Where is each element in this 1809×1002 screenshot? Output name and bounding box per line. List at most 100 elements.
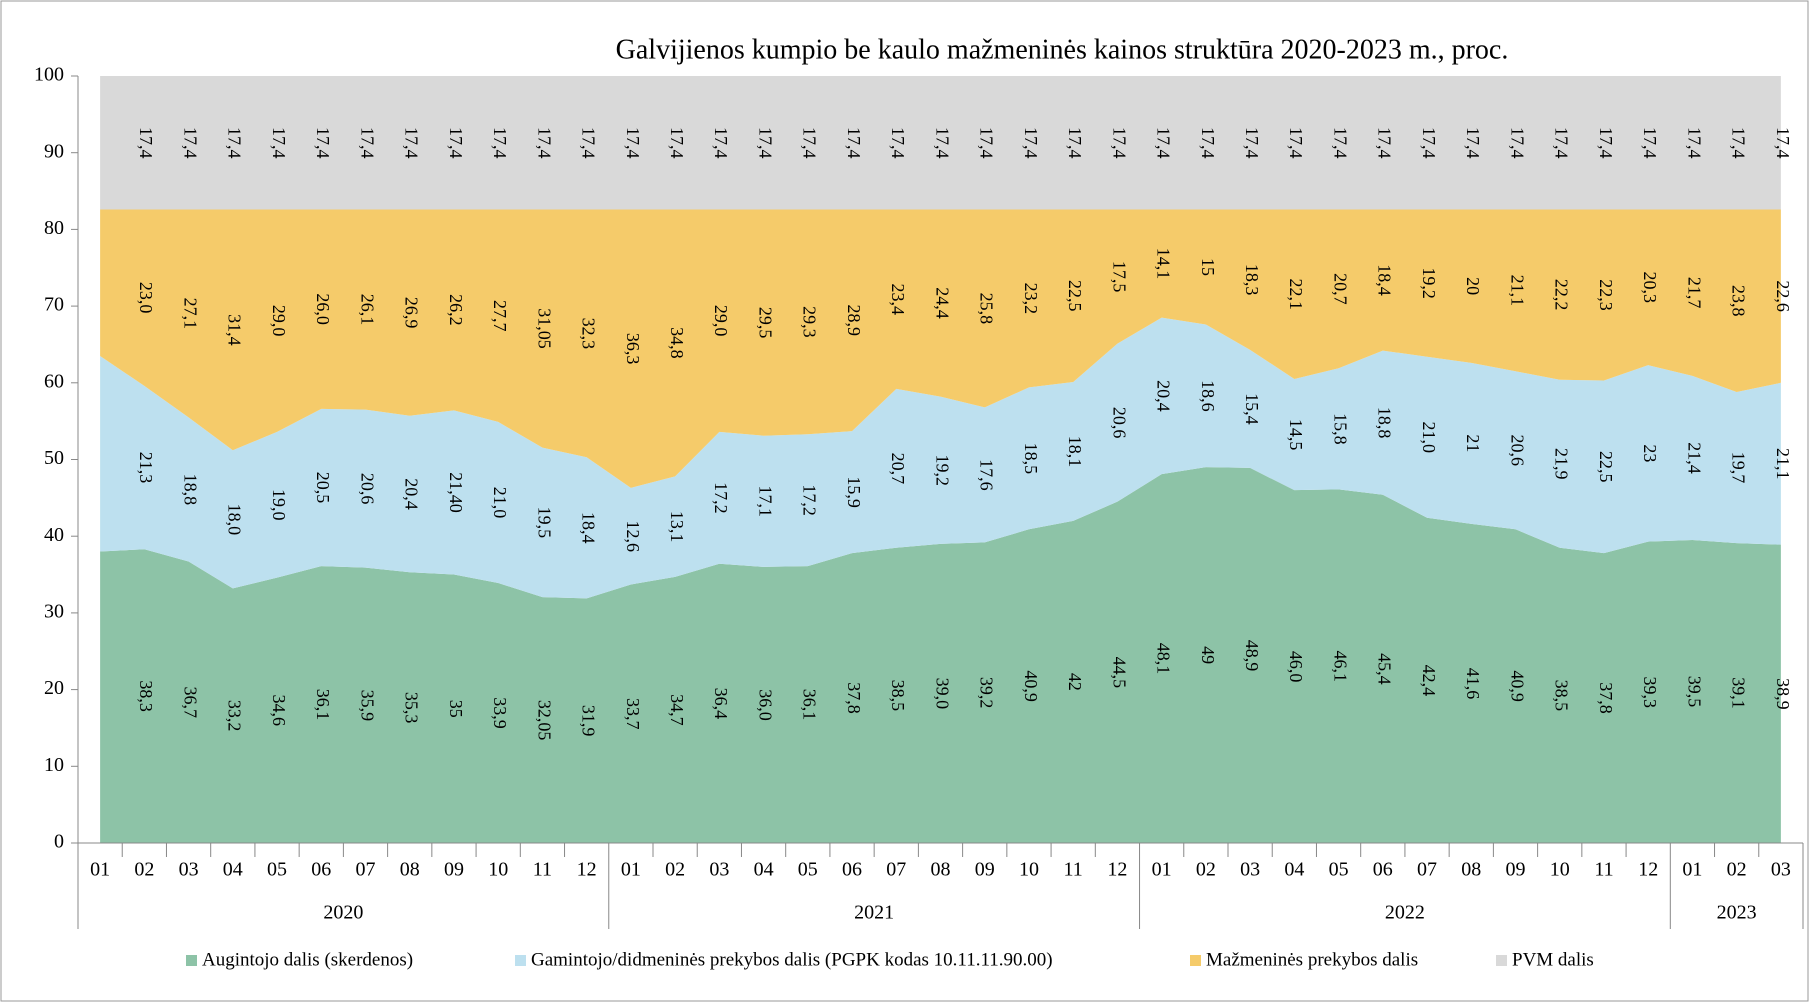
year-label: 2022 (1385, 902, 1425, 924)
value-label: 25,8 (977, 293, 997, 325)
x-tick-label: 04 (754, 859, 774, 881)
x-tick-label: 02 (665, 859, 685, 881)
value-label: 23,4 (888, 283, 908, 315)
value-label: 17,4 (1021, 127, 1041, 159)
value-label: 39,1 (1729, 677, 1749, 709)
value-label: 34,6 (269, 695, 289, 727)
value-label: 20,6 (357, 473, 377, 505)
x-tick-label: 12 (1107, 859, 1127, 881)
value-label: 20,4 (1154, 380, 1174, 412)
value-label: 36,3 (623, 333, 643, 365)
value-label: 17,4 (1773, 127, 1793, 159)
value-label: 17,1 (755, 486, 775, 518)
x-tick-label: 05 (1329, 859, 1349, 881)
value-label: 40,9 (1507, 670, 1527, 702)
value-label: 17,4 (977, 127, 997, 159)
x-tick-label: 07 (1417, 859, 1437, 881)
x-tick-label: 01 (90, 859, 110, 881)
legend-label: Mažmeninės prekybos dalis (1206, 949, 1418, 970)
value-label: 34,8 (667, 327, 687, 359)
legend-label: Gamintojo/didmeninės prekybos dalis (PGP… (531, 949, 1053, 970)
value-label: 27,7 (490, 300, 510, 332)
value-label: 39,5 (1684, 676, 1704, 708)
value-label: 17,4 (1552, 127, 1572, 159)
value-label: 18,6 (1198, 380, 1218, 412)
value-label: 19,2 (932, 454, 952, 486)
value-label: 45,4 (1375, 653, 1395, 685)
value-label: 17,4 (446, 127, 466, 159)
value-label: 17,4 (490, 127, 510, 159)
value-label: 17,4 (357, 127, 377, 159)
value-label: 17,2 (800, 484, 820, 516)
x-tick-label: 02 (134, 859, 154, 881)
value-label: 41,6 (1463, 668, 1483, 700)
value-label: 46,1 (1330, 650, 1350, 682)
value-label: 21,3 (136, 452, 156, 484)
x-tick-label: 02 (1196, 859, 1216, 881)
value-label: 21,0 (1419, 422, 1439, 454)
legend-swatch (515, 955, 526, 966)
value-label: 36,0 (755, 689, 775, 721)
x-tick-label: 11 (533, 859, 552, 881)
x-tick-label: 10 (1550, 859, 1570, 881)
value-label: 17,4 (623, 127, 643, 159)
value-label: 33,9 (490, 697, 510, 729)
value-label: 15 (1198, 258, 1218, 276)
value-label: 32,3 (579, 318, 599, 350)
value-label: 19,5 (534, 507, 554, 539)
value-label: 42,4 (1419, 665, 1439, 697)
x-tick-label: 06 (842, 859, 862, 881)
area (100, 76, 1781, 210)
value-label: 17,4 (1729, 127, 1749, 159)
value-label: 12,6 (623, 520, 643, 552)
value-label: 17,4 (888, 127, 908, 159)
value-label: 17,4 (667, 127, 687, 159)
value-label: 38,9 (1773, 678, 1793, 710)
value-label: 22,5 (1596, 451, 1616, 483)
value-label: 37,8 (844, 682, 864, 714)
x-tick-label: 01 (1682, 859, 1702, 881)
value-label: 40,9 (1021, 670, 1041, 702)
value-label: 23,2 (1021, 283, 1041, 315)
value-label: 20,6 (1109, 407, 1129, 439)
y-tick-label: 60 (44, 370, 64, 392)
value-label: 22,5 (1065, 280, 1085, 312)
value-label: 18,1 (1065, 436, 1085, 468)
y-tick-label: 80 (44, 217, 64, 239)
value-label: 21,7 (1684, 277, 1704, 309)
year-label: 2020 (323, 902, 363, 924)
value-label: 17,4 (1375, 127, 1395, 159)
value-label: 26,2 (446, 294, 466, 326)
value-label: 17,4 (800, 127, 820, 159)
value-label: 14,5 (1286, 419, 1306, 451)
value-label: 23 (1640, 444, 1660, 462)
x-tick-label: 09 (975, 859, 995, 881)
value-label: 21,1 (1507, 275, 1527, 307)
value-label: 20,6 (1507, 435, 1527, 467)
y-tick-label: 30 (44, 600, 64, 622)
y-tick-label: 90 (44, 140, 64, 162)
x-tick-label: 05 (267, 859, 287, 881)
value-label: 22,6 (1773, 280, 1793, 312)
value-label: 31,9 (579, 705, 599, 737)
value-label: 19,2 (1419, 267, 1439, 299)
value-label: 37,8 (1596, 682, 1616, 714)
value-label: 29,0 (711, 305, 731, 337)
legend-swatch (186, 955, 197, 966)
value-label: 20,7 (888, 453, 908, 485)
value-label: 23,0 (136, 282, 156, 314)
y-tick-label: 40 (44, 524, 64, 546)
value-label: 17,4 (136, 127, 156, 159)
x-tick-label: 12 (577, 859, 597, 881)
x-tick-label: 10 (1019, 859, 1039, 881)
value-label: 18,8 (180, 474, 200, 506)
value-label: 21,40 (446, 472, 466, 512)
value-label: 36,1 (313, 689, 333, 721)
x-tick-label: 08 (1461, 859, 1481, 881)
value-label: 21,9 (1552, 448, 1572, 480)
x-tick-label: 04 (223, 859, 243, 881)
value-label: 21 (1463, 434, 1483, 452)
y-tick-label: 100 (34, 64, 64, 86)
value-label: 21,1 (1773, 448, 1793, 480)
value-label: 32,05 (534, 700, 554, 741)
